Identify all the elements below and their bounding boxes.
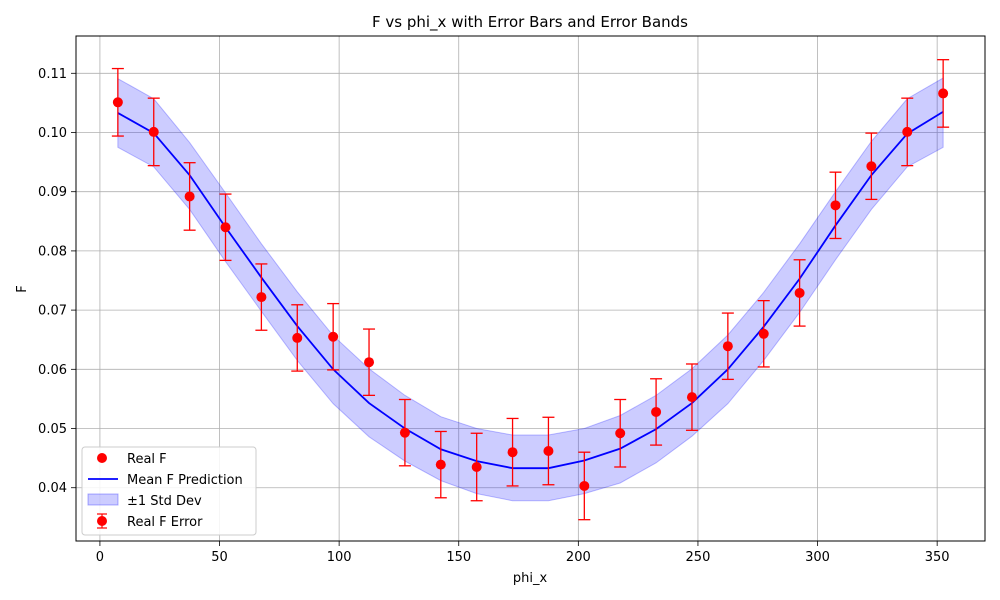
y-tick-label: 0.04 bbox=[38, 481, 67, 496]
real-f-point bbox=[902, 126, 913, 137]
real-f-point bbox=[830, 200, 841, 211]
legend-mean-label: Mean F Prediction bbox=[127, 473, 243, 488]
plot-frame bbox=[75, 35, 986, 542]
real-f-point bbox=[256, 292, 267, 303]
std-band bbox=[117, 77, 944, 502]
real-f-point bbox=[292, 332, 303, 343]
real-f-point bbox=[866, 161, 877, 172]
x-tick-label: 300 bbox=[805, 550, 830, 565]
x-axis-label: phi_x bbox=[513, 571, 548, 586]
y-axis-label: F bbox=[15, 285, 30, 292]
real-f-point bbox=[615, 428, 626, 439]
y-tick-label: 0.11 bbox=[38, 67, 67, 82]
std-band-area bbox=[117, 77, 944, 502]
real-f-point bbox=[471, 461, 482, 472]
legend-error-label: Real F Error bbox=[127, 515, 203, 530]
real-f-point bbox=[722, 341, 733, 352]
x-tick-label: 350 bbox=[925, 550, 950, 565]
legend: Real F Mean F Prediction ±1 Std Dev Real… bbox=[81, 446, 257, 536]
x-ticks: 0 50 100 150 200 250 300 350 bbox=[96, 541, 950, 565]
legend-real-label: Real F bbox=[127, 452, 167, 467]
y-tick-label: 0.09 bbox=[38, 185, 67, 200]
y-tick-label: 0.05 bbox=[38, 422, 67, 437]
chart-title: F vs phi_x with Error Bars and Error Ban… bbox=[372, 13, 688, 32]
x-tick-label: 50 bbox=[211, 550, 228, 565]
real-f-point bbox=[399, 427, 410, 438]
legend-error-marker-dot bbox=[97, 516, 107, 526]
real-f-point bbox=[220, 222, 231, 233]
real-f-point bbox=[686, 392, 697, 403]
y-tick-label: 0.07 bbox=[38, 304, 67, 319]
real-f-point bbox=[328, 331, 339, 342]
real-f-point bbox=[507, 447, 518, 458]
x-tick-label: 200 bbox=[566, 550, 591, 565]
x-tick-label: 250 bbox=[686, 550, 711, 565]
legend-band-patch bbox=[87, 493, 119, 506]
points-group bbox=[112, 88, 949, 491]
x-tick-label: 100 bbox=[327, 550, 352, 565]
legend-band-label: ±1 Std Dev bbox=[127, 494, 202, 509]
y-ticks: 0.04 0.05 0.06 0.07 0.08 0.09 0.10 0.11 bbox=[38, 67, 76, 496]
real-f-point bbox=[543, 446, 554, 457]
mean-line-group bbox=[117, 111, 944, 470]
real-f-point bbox=[938, 88, 949, 99]
y-tick-label: 0.06 bbox=[38, 363, 67, 378]
real-f-point bbox=[364, 357, 375, 368]
real-f-point bbox=[794, 287, 805, 298]
legend-box bbox=[81, 446, 257, 536]
legend-real-marker bbox=[97, 453, 107, 463]
mean-line bbox=[117, 111, 944, 470]
legend-error-marker bbox=[97, 513, 107, 529]
x-tick-label: 0 bbox=[96, 550, 104, 565]
real-f-point bbox=[184, 191, 195, 202]
x-tick-label: 150 bbox=[446, 550, 471, 565]
real-f-point bbox=[651, 406, 662, 417]
real-f-point bbox=[148, 126, 159, 137]
real-f-point bbox=[758, 328, 769, 339]
y-tick-label: 0.10 bbox=[38, 126, 67, 141]
real-f-point bbox=[579, 480, 590, 491]
real-f-point bbox=[112, 97, 123, 108]
y-tick-label: 0.08 bbox=[38, 244, 67, 259]
real-f-point bbox=[435, 459, 446, 470]
